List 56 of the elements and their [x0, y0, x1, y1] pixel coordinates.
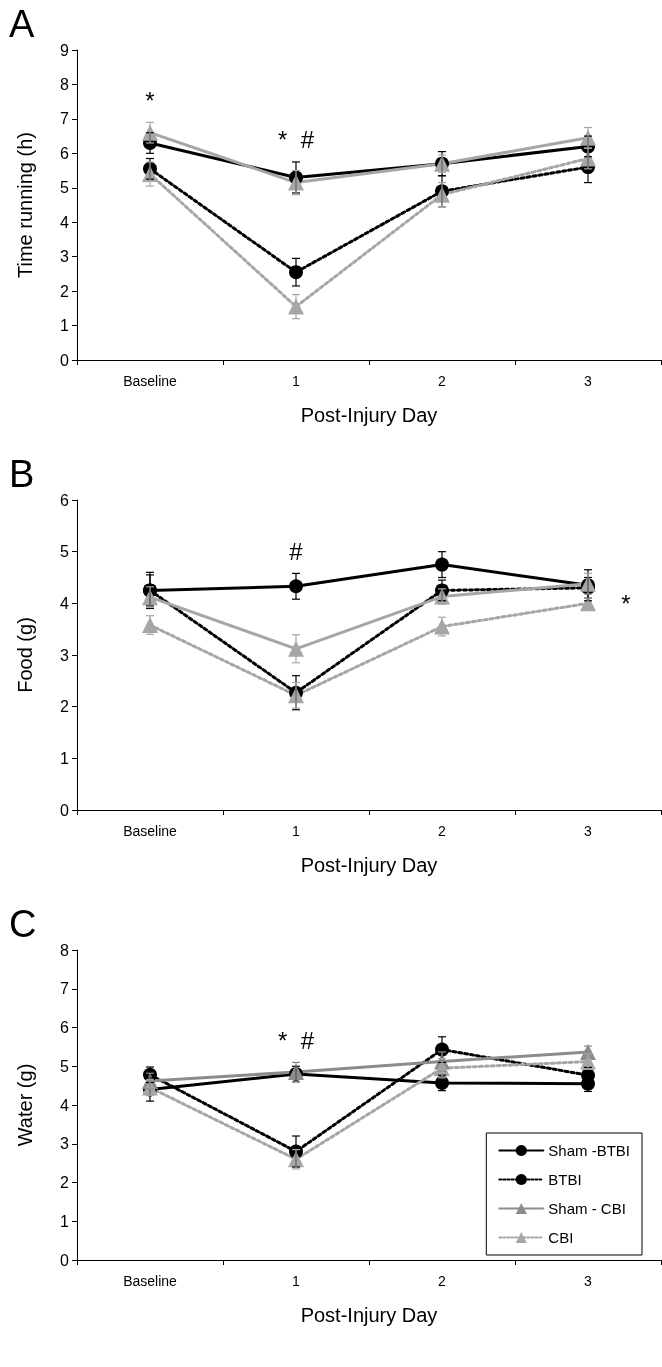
legend-label: CBI	[548, 1229, 574, 1246]
y-tick-label: 1	[60, 1212, 70, 1230]
y-tick-label: 2	[60, 698, 70, 716]
y-tick-label: 8	[60, 941, 70, 959]
y-tick-label: 3	[60, 248, 70, 266]
x-tick-label: 1	[292, 1273, 301, 1289]
x-axis-title: Post-Injury Day	[300, 1304, 438, 1326]
y-tick-label: 4	[60, 1096, 70, 1114]
chart-title: A	[9, 3, 35, 45]
y-tick-label: 7	[60, 110, 70, 128]
legend-label: Sham -BTBI	[548, 1142, 630, 1159]
x-tick-label: Baseline	[123, 373, 178, 389]
x-tick-label: 2	[438, 823, 447, 839]
y-tick-label: 1	[60, 749, 70, 767]
chart-title: B	[9, 453, 35, 495]
y-tick-label: 7	[60, 980, 70, 998]
x-axis-title: Post-Injury Day	[300, 854, 438, 876]
x-tick-label: 3	[584, 823, 593, 839]
legend-label: BTBI	[548, 1171, 582, 1188]
y-tick-label: 3	[60, 1135, 70, 1153]
x-axis-title: Post-Injury Day	[300, 404, 438, 426]
y-tick-label: 9	[60, 41, 70, 59]
y-tick-label: 0	[60, 351, 70, 369]
annotation: * #	[277, 1026, 315, 1054]
y-tick-label: 4	[60, 594, 70, 612]
y-tick-label: 6	[60, 144, 70, 162]
y-tick-label: 4	[60, 213, 70, 231]
x-tick-label: 2	[438, 1273, 447, 1289]
y-tick-label: 5	[60, 1057, 70, 1075]
annotation: *	[145, 86, 155, 114]
x-tick-label: 2	[438, 373, 447, 389]
annotation: * #	[277, 126, 315, 154]
y-axis-title: Food (g)	[14, 617, 36, 693]
x-tick-label: 1	[292, 373, 301, 389]
y-tick-label: 5	[60, 543, 70, 561]
y-tick-label: 2	[60, 1174, 70, 1191]
x-tick-label: 1	[292, 823, 301, 839]
x-tick-label: 3	[584, 373, 593, 389]
y-tick-label: 1	[60, 317, 70, 335]
y-axis-title: Time running (h)	[14, 132, 36, 278]
y-tick-label: 2	[60, 282, 70, 300]
annotation: #	[289, 537, 304, 565]
y-tick-label: 0	[60, 801, 70, 819]
y-tick-label: 3	[60, 646, 70, 664]
y-tick-label: 5	[60, 179, 70, 197]
annotation: *	[621, 589, 631, 617]
y-tick-label: 0	[60, 1251, 70, 1269]
y-axis-title: Water (g)	[14, 1063, 36, 1147]
y-tick-label: 6	[60, 491, 70, 509]
legend-label: Sham - CBI	[548, 1200, 626, 1217]
chart-title: C	[9, 903, 37, 945]
x-tick-label: Baseline	[123, 1273, 178, 1289]
y-tick-label: 8	[60, 75, 70, 93]
x-tick-label: 3	[584, 1273, 593, 1289]
x-tick-label: Baseline	[123, 823, 178, 839]
y-tick-label: 6	[60, 1019, 70, 1036]
